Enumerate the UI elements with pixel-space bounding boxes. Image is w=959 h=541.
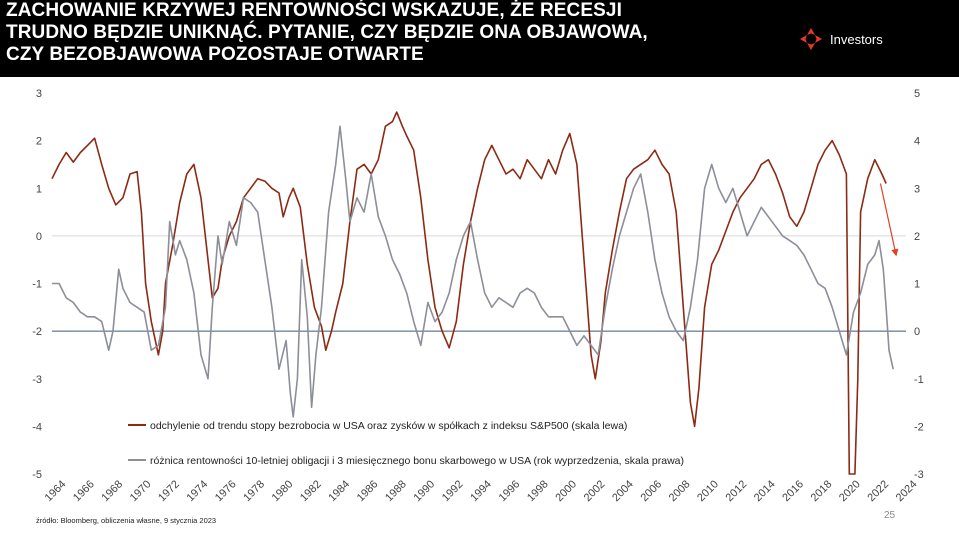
y-left-tick-label: -3 (32, 374, 42, 386)
right-y-axis: 5 4 3 2 1 0 -1 -2 -3 (914, 88, 924, 481)
y-left-tick-label: -2 (32, 326, 42, 338)
x-tick-label: 2020 (837, 478, 863, 504)
x-tick-label: 1996 (497, 478, 523, 504)
x-tick-label: 1970 (128, 478, 154, 504)
y-right-tick-label: 0 (914, 326, 920, 338)
x-tick-label: 1988 (383, 478, 409, 504)
annotation-arrow (879, 183, 899, 257)
y-right-tick-label: 3 (914, 183, 920, 195)
legend-label-1: odchylenie od trendu stopy bezrobocia w … (150, 420, 627, 432)
title-line-2: TRUDNO BĘDZIE UNIKNĄĆ. PYTANIE, CZY BĘDZ… (6, 22, 648, 43)
y-left-tick-label: -5 (32, 469, 42, 481)
series-line-2 (52, 125, 894, 418)
title-line-1: ZACHOWANIE KRZYWEJ RENTOWNOŚCI WSKAZUJE,… (6, 0, 622, 21)
y-left-tick-label: -1 (32, 279, 42, 291)
y-right-tick-label: 2 (914, 231, 920, 243)
x-tick-label: 1980 (270, 478, 296, 504)
x-tick-label: 2006 (638, 478, 664, 504)
x-tick-label: 1984 (326, 478, 352, 504)
x-tick-label: 1966 (71, 478, 97, 504)
logo-text: Investors (830, 31, 883, 47)
y-left-tick-label: 2 (36, 136, 42, 148)
y-right-tick-label: -3 (914, 469, 924, 481)
x-tick-label: 2024 (894, 478, 920, 504)
y-right-tick-label: 5 (914, 88, 920, 100)
x-tick-label: 1972 (156, 478, 182, 504)
x-tick-label: 1974 (184, 478, 210, 504)
x-tick-label: 1990 (411, 478, 437, 504)
x-tick-label: 1964 (43, 478, 69, 504)
x-tick-label: 1992 (440, 478, 466, 504)
x-tick-label: 1998 (525, 478, 551, 504)
x-tick-label: 2022 (865, 478, 891, 504)
series-group (51, 111, 899, 475)
x-tick-label: 1968 (99, 478, 125, 504)
y-right-tick-label: -1 (914, 374, 924, 386)
x-tick-label: 2002 (582, 478, 608, 504)
y-right-tick-label: 4 (914, 136, 920, 148)
x-tick-label: 1982 (298, 478, 324, 504)
x-tick-label: 2014 (752, 478, 778, 504)
slide-title: ZACHOWANIE KRZYWEJ RENTOWNOŚCI WSKAZUJE,… (6, 0, 648, 66)
x-tick-label: 1976 (213, 478, 239, 504)
y-left-tick-label: 0 (36, 231, 42, 243)
y-left-tick-label: 3 (36, 88, 42, 100)
source-note: źródło: Bloomberg, obliczenia własne, 9 … (36, 516, 217, 525)
line-chart: 3 2 1 0 -1 -2 -3 -4 -5 5 4 3 2 1 0 -1 -2 -3 1964 1966 1968… (32, 88, 924, 504)
x-tick-label: 1986 (355, 478, 381, 504)
left-y-axis: 3 2 1 0 -1 -2 -3 -4 -5 (32, 88, 42, 481)
y-right-tick-label: 1 (914, 279, 920, 291)
chart-grid (52, 235, 906, 332)
y-right-tick-label: -2 (914, 421, 924, 433)
x-tick-label: 2010 (695, 478, 721, 504)
y-left-tick-label: 1 (36, 183, 42, 195)
x-tick-label: 2004 (610, 478, 636, 504)
page-number: 25 (884, 510, 896, 521)
x-tick-label: 2016 (780, 478, 806, 504)
y-left-tick-label: -4 (32, 421, 42, 433)
x-tick-label: 1994 (468, 478, 494, 504)
x-tick-label: 1978 (241, 478, 267, 504)
x-tick-label: 2008 (667, 478, 693, 504)
x-tick-label: 2012 (724, 478, 750, 504)
legend-label-2: różnica rentowności 10-letniej obligacji… (150, 455, 684, 467)
x-tick-label: 2018 (809, 478, 835, 504)
series-line-1 (51, 111, 887, 475)
header-banner: ZACHOWANIE KRZYWEJ RENTOWNOŚCI WSKAZUJE,… (0, 0, 959, 77)
x-tick-label: 2000 (553, 478, 579, 504)
chart-legend: odchylenie od trendu stopy bezrobocia w … (128, 420, 684, 467)
investors-logo: Investors (799, 27, 883, 51)
title-line-3: CZY BEZOBJAWOWA POZOSTAJE OTWARTE (6, 44, 424, 65)
x-axis: 1964 1966 1968 1970 1972 1974 1976 1978 1980 1982… (43, 478, 920, 504)
investors-logo-icon (800, 28, 822, 50)
